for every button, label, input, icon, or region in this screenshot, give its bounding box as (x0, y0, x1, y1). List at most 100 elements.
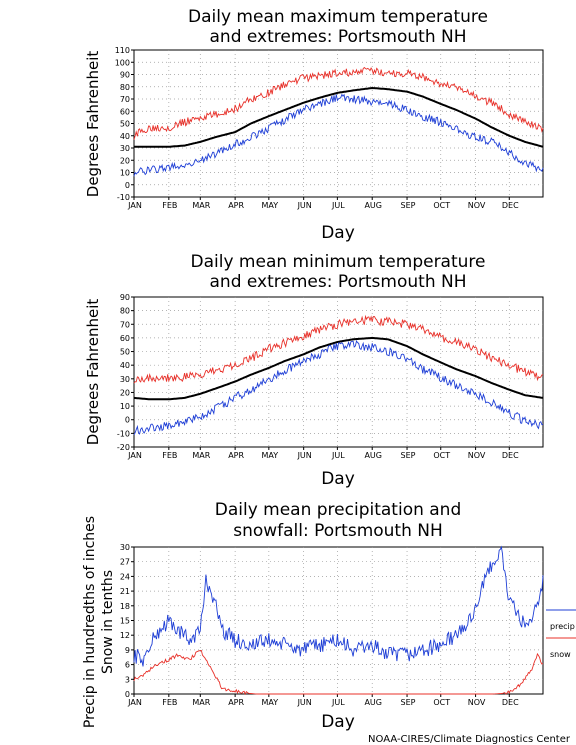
x-tick-label: DEC (502, 451, 519, 460)
y-tick-label: -10 (117, 193, 130, 202)
x-tick-label: AUG (364, 201, 382, 210)
x-tick-label: SEP (401, 201, 416, 210)
y-tick-label: 0 (125, 690, 130, 699)
x-tick-label: SEP (401, 451, 416, 460)
footer-credit: NOAA-CIRES/Climate Diagnostics Center (368, 734, 571, 745)
y-tick-label: 15 (120, 617, 130, 626)
x-tick-label: AUG (364, 698, 382, 707)
series-line-snow (133, 649, 544, 696)
x-tick-label: SEP (401, 698, 416, 707)
y-tick-label: -20 (117, 443, 130, 452)
panel3-x-tick-labels: JAN FEB MAR APR MAY JUN JUL AUG SEP OCT NOV DEC (127, 694, 519, 707)
y-tick-label: 60 (120, 107, 130, 116)
x-tick-label: OCT (433, 451, 450, 460)
x-tick-label: OCT (433, 698, 450, 707)
y-tick-label: 30 (120, 375, 130, 384)
panel1-x-axis-label: Day (321, 223, 355, 243)
x-tick-label: JUN (297, 201, 312, 210)
x-tick-label: JUN (297, 698, 312, 707)
panel2-plot-area (133, 296, 544, 448)
series-line-low (133, 93, 544, 177)
y-tick-label: 9 (125, 646, 130, 655)
panel1-y-axis-label: Degrees Fahrenheit (84, 51, 102, 198)
x-tick-label: DEC (502, 698, 519, 707)
y-tick-label: 24 (120, 572, 130, 581)
y-tick-label: 12 (120, 631, 130, 640)
panel2-title-line1: Daily mean minimum temperature (191, 252, 486, 272)
panel3-y-axis-label-line1: Precip in hundredths of inches (82, 516, 98, 728)
x-tick-label: APR (228, 201, 244, 210)
y-tick-label: 10 (120, 402, 130, 411)
series-line-precip (133, 545, 544, 667)
panel-precip: Daily mean precipitation and snowfall: P… (82, 500, 576, 732)
legend-precip-label: precip (550, 622, 575, 631)
y-tick-label: 30 (120, 144, 130, 153)
y-tick-label: 30 (120, 543, 130, 552)
x-tick-label: NOV (468, 698, 486, 707)
x-tick-label: FEB (162, 698, 177, 707)
y-tick-label: 20 (120, 388, 130, 397)
x-tick-label: JUL (331, 451, 345, 460)
panel1-title-line1: Daily mean maximum temperature (188, 7, 488, 27)
y-tick-label: 100 (115, 58, 130, 67)
legend-snow-label: snow (550, 650, 571, 659)
y-tick-label: 20 (120, 156, 130, 165)
series-line-high (133, 314, 544, 384)
x-tick-label: JAN (127, 698, 142, 707)
y-tick-label: 40 (120, 361, 130, 370)
y-tick-label: 80 (120, 307, 130, 316)
panel2-y-tick-labels: -20 -10 0 10 20 30 40 50 60 70 80 90 (117, 293, 134, 452)
panel3-title-line2: snowfall: Portsmouth NH (233, 521, 443, 541)
x-tick-label: MAY (262, 201, 279, 210)
x-tick-label: APR (228, 698, 244, 707)
x-tick-label: NOV (468, 201, 486, 210)
x-tick-label: MAR (192, 451, 210, 460)
panel-max-temp: Daily mean maximum temperature and extre… (84, 7, 544, 243)
x-tick-label: AUG (364, 451, 382, 460)
panel1-title-line2: and extremes: Portsmouth NH (210, 27, 467, 47)
y-tick-label: 3 (125, 675, 130, 684)
panel3-x-axis-label: Day (321, 712, 355, 732)
x-tick-label: JAN (127, 201, 142, 210)
y-tick-label: 80 (120, 83, 130, 92)
y-tick-label: 18 (120, 602, 130, 611)
x-tick-label: JUL (331, 201, 345, 210)
y-tick-label: 90 (120, 71, 130, 80)
x-tick-label: MAR (192, 201, 210, 210)
x-tick-label: JAN (127, 451, 142, 460)
panel1-x-tick-labels: JAN FEB MAR APR MAY JUN JUL AUG SEP OCT NOV DEC (127, 197, 519, 210)
panel2-title-line2: and extremes: Portsmouth NH (210, 272, 467, 292)
series-line-mean (133, 336, 544, 401)
y-tick-label: -10 (117, 429, 130, 438)
x-tick-label: MAY (262, 451, 279, 460)
x-tick-label: FEB (162, 201, 177, 210)
y-tick-label: 0 (125, 416, 130, 425)
x-tick-label: DEC (502, 201, 519, 210)
y-tick-label: 10 (120, 169, 130, 178)
panel3-y-tick-labels: 0 3 6 9 12 15 18 21 24 27 30 (120, 543, 134, 699)
panel1-y-tick-labels: -10 0 10 20 30 40 50 60 70 80 90 100 110 (115, 46, 134, 202)
y-tick-label: 50 (120, 120, 130, 129)
x-tick-label: JUN (297, 451, 312, 460)
series-line-high (133, 66, 544, 140)
x-tick-label: MAY (262, 698, 279, 707)
x-tick-label: NOV (468, 451, 486, 460)
x-tick-label: MAR (192, 698, 210, 707)
x-tick-label: OCT (433, 201, 450, 210)
y-tick-label: 70 (120, 320, 130, 329)
y-tick-label: 40 (120, 132, 130, 141)
panel2-series (133, 314, 544, 436)
x-tick-label: APR (228, 451, 244, 460)
y-tick-label: 90 (120, 293, 130, 302)
panel2-y-axis-label: Degrees Fahrenheit (84, 299, 102, 446)
y-tick-label: 21 (120, 587, 130, 596)
panel3-series (133, 545, 544, 696)
panel2-x-axis-label: Day (321, 469, 355, 489)
y-tick-label: 50 (120, 348, 130, 357)
series-line-mean (134, 86, 544, 148)
y-tick-label: 110 (115, 46, 130, 55)
panel3-title-line1: Daily mean precipitation and (215, 500, 462, 520)
x-tick-label: JUL (331, 698, 345, 707)
series-line-low (133, 339, 544, 436)
